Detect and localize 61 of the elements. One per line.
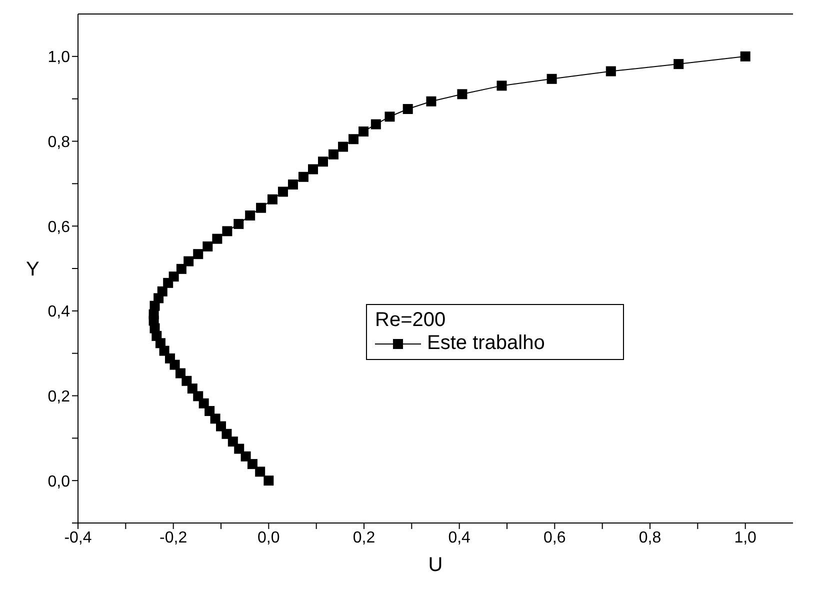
point [674, 59, 684, 70]
point [318, 156, 328, 167]
point [384, 112, 395, 122]
point [234, 218, 244, 229]
x-tick-label: 1,0 [734, 529, 757, 546]
point [308, 164, 318, 174]
point [240, 451, 251, 462]
point [187, 384, 198, 394]
point [256, 202, 266, 213]
point [288, 180, 298, 190]
y-tick-label: 1,0 [48, 49, 70, 66]
x-tick-label: -0,2 [160, 529, 188, 546]
point [202, 241, 213, 252]
point [496, 80, 507, 91]
point [267, 194, 278, 204]
point [176, 264, 186, 274]
x-axis-title: U [428, 554, 443, 576]
point [222, 226, 232, 236]
point [198, 398, 209, 408]
point [740, 51, 750, 62]
point [546, 74, 557, 84]
point [216, 421, 226, 432]
point [402, 104, 413, 114]
point [193, 249, 204, 260]
point [348, 134, 359, 144]
legend-label: Este trabalho [427, 332, 545, 355]
x-tick-label: 0,8 [638, 529, 662, 546]
point [255, 466, 266, 477]
point [168, 272, 179, 282]
point [234, 444, 244, 454]
point [247, 459, 258, 470]
y-axis-title: Y [26, 258, 40, 281]
x-tick-label: 0,0 [258, 529, 280, 546]
x-tick-label: 0,2 [352, 529, 376, 546]
x-tick-label: -0,4 [64, 529, 92, 546]
legend-title: Re=200 [375, 309, 447, 332]
point [370, 119, 381, 130]
point [184, 256, 194, 266]
point [210, 414, 220, 424]
y-tick-label: 0,2 [48, 388, 70, 406]
point [245, 210, 256, 220]
point [157, 286, 168, 296]
x-tick-label: 0,4 [448, 529, 471, 546]
point [182, 376, 192, 386]
point [278, 186, 288, 197]
y-tick-label: 0,4 [48, 304, 70, 321]
point [457, 89, 468, 100]
point [328, 149, 338, 160]
point [298, 172, 308, 182]
point [212, 234, 222, 244]
point [606, 66, 616, 76]
y-tick-label: 0,6 [48, 218, 70, 236]
point [338, 142, 348, 152]
point [426, 96, 436, 106]
y-tick-label: 0,8 [48, 134, 70, 151]
point [358, 126, 369, 136]
point [264, 476, 274, 486]
point [175, 368, 186, 378]
point [228, 436, 238, 447]
x-tick-label: 0,6 [544, 529, 566, 546]
y-tick-label: 0,0 [48, 473, 70, 490]
